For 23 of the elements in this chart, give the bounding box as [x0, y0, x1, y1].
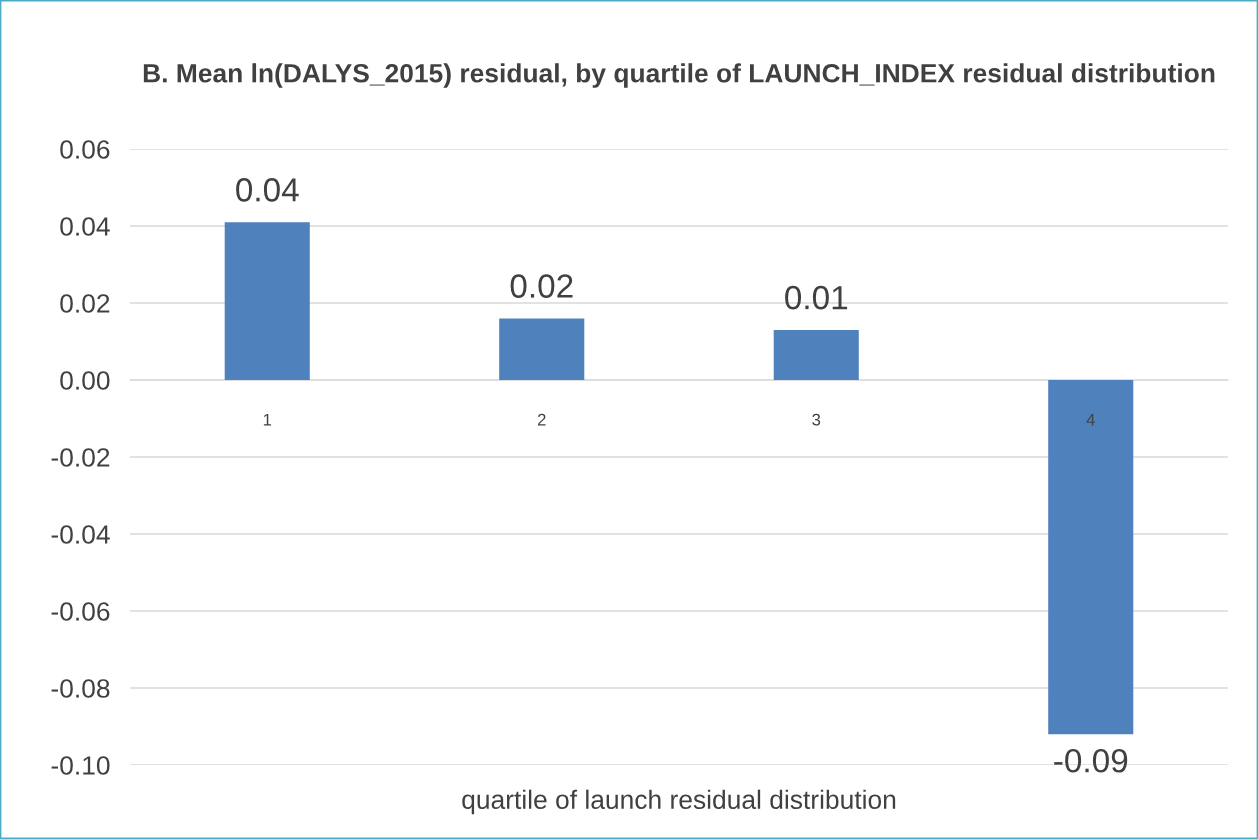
x-tick-label: 1 — [263, 413, 272, 426]
y-tick-label: -0.06 — [51, 602, 110, 621]
x-tick-label: 3 — [812, 413, 821, 426]
chart-title: B. Mean ln(DALYS_2015) residual, by quartile of LAUNCH_INDEX residual distribution — [143, 63, 1215, 88]
bar — [224, 222, 310, 380]
y-tick-label: 0.04 — [60, 217, 110, 236]
y-tick-label: -0.08 — [51, 679, 110, 698]
y-tick-label: 0.02 — [60, 294, 110, 313]
data-label: -0.09 — [1054, 748, 1128, 773]
bar — [1048, 380, 1134, 735]
y-tick-label: -0.02 — [51, 448, 110, 467]
data-label: 0.04 — [236, 178, 299, 202]
x-tick-label: 4 — [1086, 413, 1095, 426]
bar — [773, 329, 859, 380]
y-tick-label: -0.10 — [51, 756, 110, 775]
x-axis-title: quartile of launch residual distribution — [462, 789, 896, 815]
data-label: 0.02 — [510, 274, 573, 298]
data-label: 0.01 — [785, 285, 848, 310]
y-tick-label: -0.04 — [51, 525, 110, 544]
x-tick-label: 2 — [537, 413, 546, 426]
bar — [499, 318, 585, 380]
y-tick-label: 0.00 — [60, 371, 110, 390]
y-tick-label: 0.06 — [60, 140, 110, 159]
